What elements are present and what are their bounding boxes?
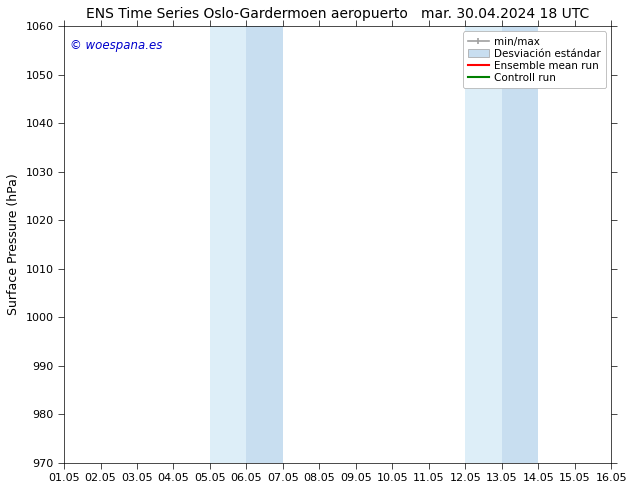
Bar [247,26,283,463]
Text: © woespana.es: © woespana.es [70,39,162,52]
Legend: min/max, Desviación estándar, Ensemble mean run, Controll run: min/max, Desviación estándar, Ensemble m… [463,31,606,88]
Bar [210,26,247,463]
Bar [501,26,538,463]
Title: ENS Time Series Oslo-Gardermoen aeropuerto   mar. 30.04.2024 18 UTC: ENS Time Series Oslo-Gardermoen aeropuer… [86,7,589,21]
Y-axis label: Surface Pressure (hPa): Surface Pressure (hPa) [7,173,20,316]
Bar [465,26,501,463]
